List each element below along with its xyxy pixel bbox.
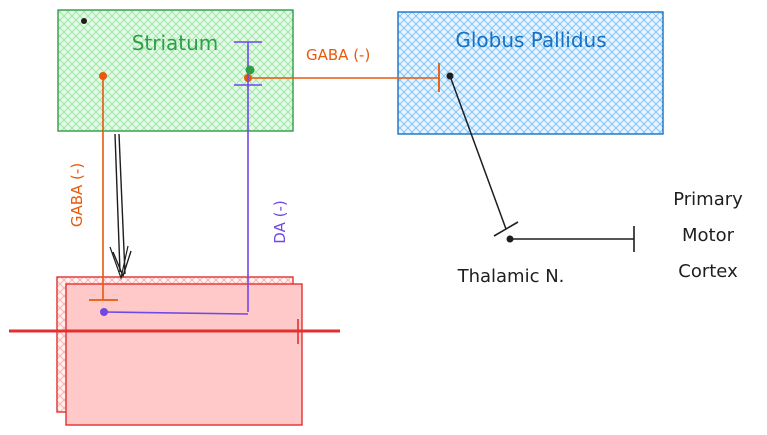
thalamic-label: Thalamic N. — [457, 266, 565, 287]
motor-cortex-line-2: Motor — [682, 225, 735, 246]
striatum-down-arrow — [109, 133, 132, 281]
striatum-box — [57, 9, 294, 132]
motor-cortex-line-3: Cortex — [678, 261, 738, 282]
striatum-down-arrow-shaft-1 — [114, 133, 121, 273]
da-green-dot — [245, 65, 255, 75]
striatum-corner-dot — [81, 18, 87, 24]
globus-pallidus-box — [397, 11, 664, 135]
da-label: DA (-) — [271, 200, 289, 243]
globus-pallidus-node: Globus Pallidus — [397, 11, 664, 135]
globus-pallidus-label: Globus Pallidus — [455, 28, 606, 52]
da-edge: DA (-) — [100, 41, 289, 316]
gp-to-thalamus-edge — [446, 72, 519, 237]
striatum-node: Striatum — [57, 9, 294, 132]
striatum-label: Striatum — [132, 31, 219, 55]
striatum-down-arrow-head-2 — [109, 245, 129, 281]
motor-cortex-label: Primary Motor Cortex — [673, 189, 743, 282]
red-bar-edge — [9, 319, 340, 344]
gaba-down-label: GABA (-) — [68, 163, 86, 227]
gp-to-thalamus-line — [449, 75, 507, 230]
thalamus-to-cortex-start-dot — [506, 235, 514, 243]
gaba-to-gp-label: GABA (-) — [306, 46, 370, 64]
motor-cortex-line-1: Primary — [673, 189, 743, 210]
gaba-down-edge: GABA (-) — [68, 72, 118, 301]
striatum-down-arrow-head-1 — [112, 250, 132, 279]
gp-to-thalamus-endcap — [493, 221, 519, 237]
gp-to-thalamus-start-dot — [446, 72, 454, 80]
da-horizontal-line — [103, 311, 249, 315]
da-end-dot — [100, 308, 108, 316]
gaba-to-gp-edge: GABA (-) — [244, 46, 440, 92]
striatum-down-arrow-shaft-2 — [118, 133, 126, 275]
gaba-down-start-dot — [99, 72, 107, 80]
bottom-box-front — [65, 283, 303, 426]
thalamus-to-cortex-edge — [506, 226, 635, 252]
